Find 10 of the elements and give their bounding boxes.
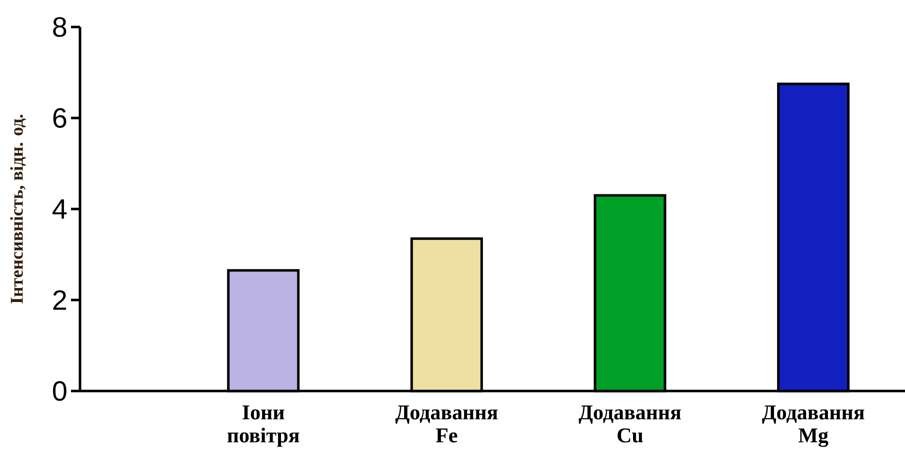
x-tick-label: Додавання Cu	[578, 406, 681, 443]
x-tick-label: Додавання Mg	[762, 406, 864, 447]
y-axis-title: Інтенсивність, відн. од.	[10, 114, 26, 304]
y-tick-label: 0	[53, 381, 66, 401]
x-tick-label: Додавання Fe	[395, 406, 498, 442]
x-tick-label: Іони повітря	[227, 406, 300, 447]
y-tick-label: 4	[52, 199, 67, 219]
y-tick-label: 6	[53, 108, 66, 128]
y-tick-label: 2	[53, 290, 66, 310]
y-tick-label: 8	[53, 17, 66, 37]
